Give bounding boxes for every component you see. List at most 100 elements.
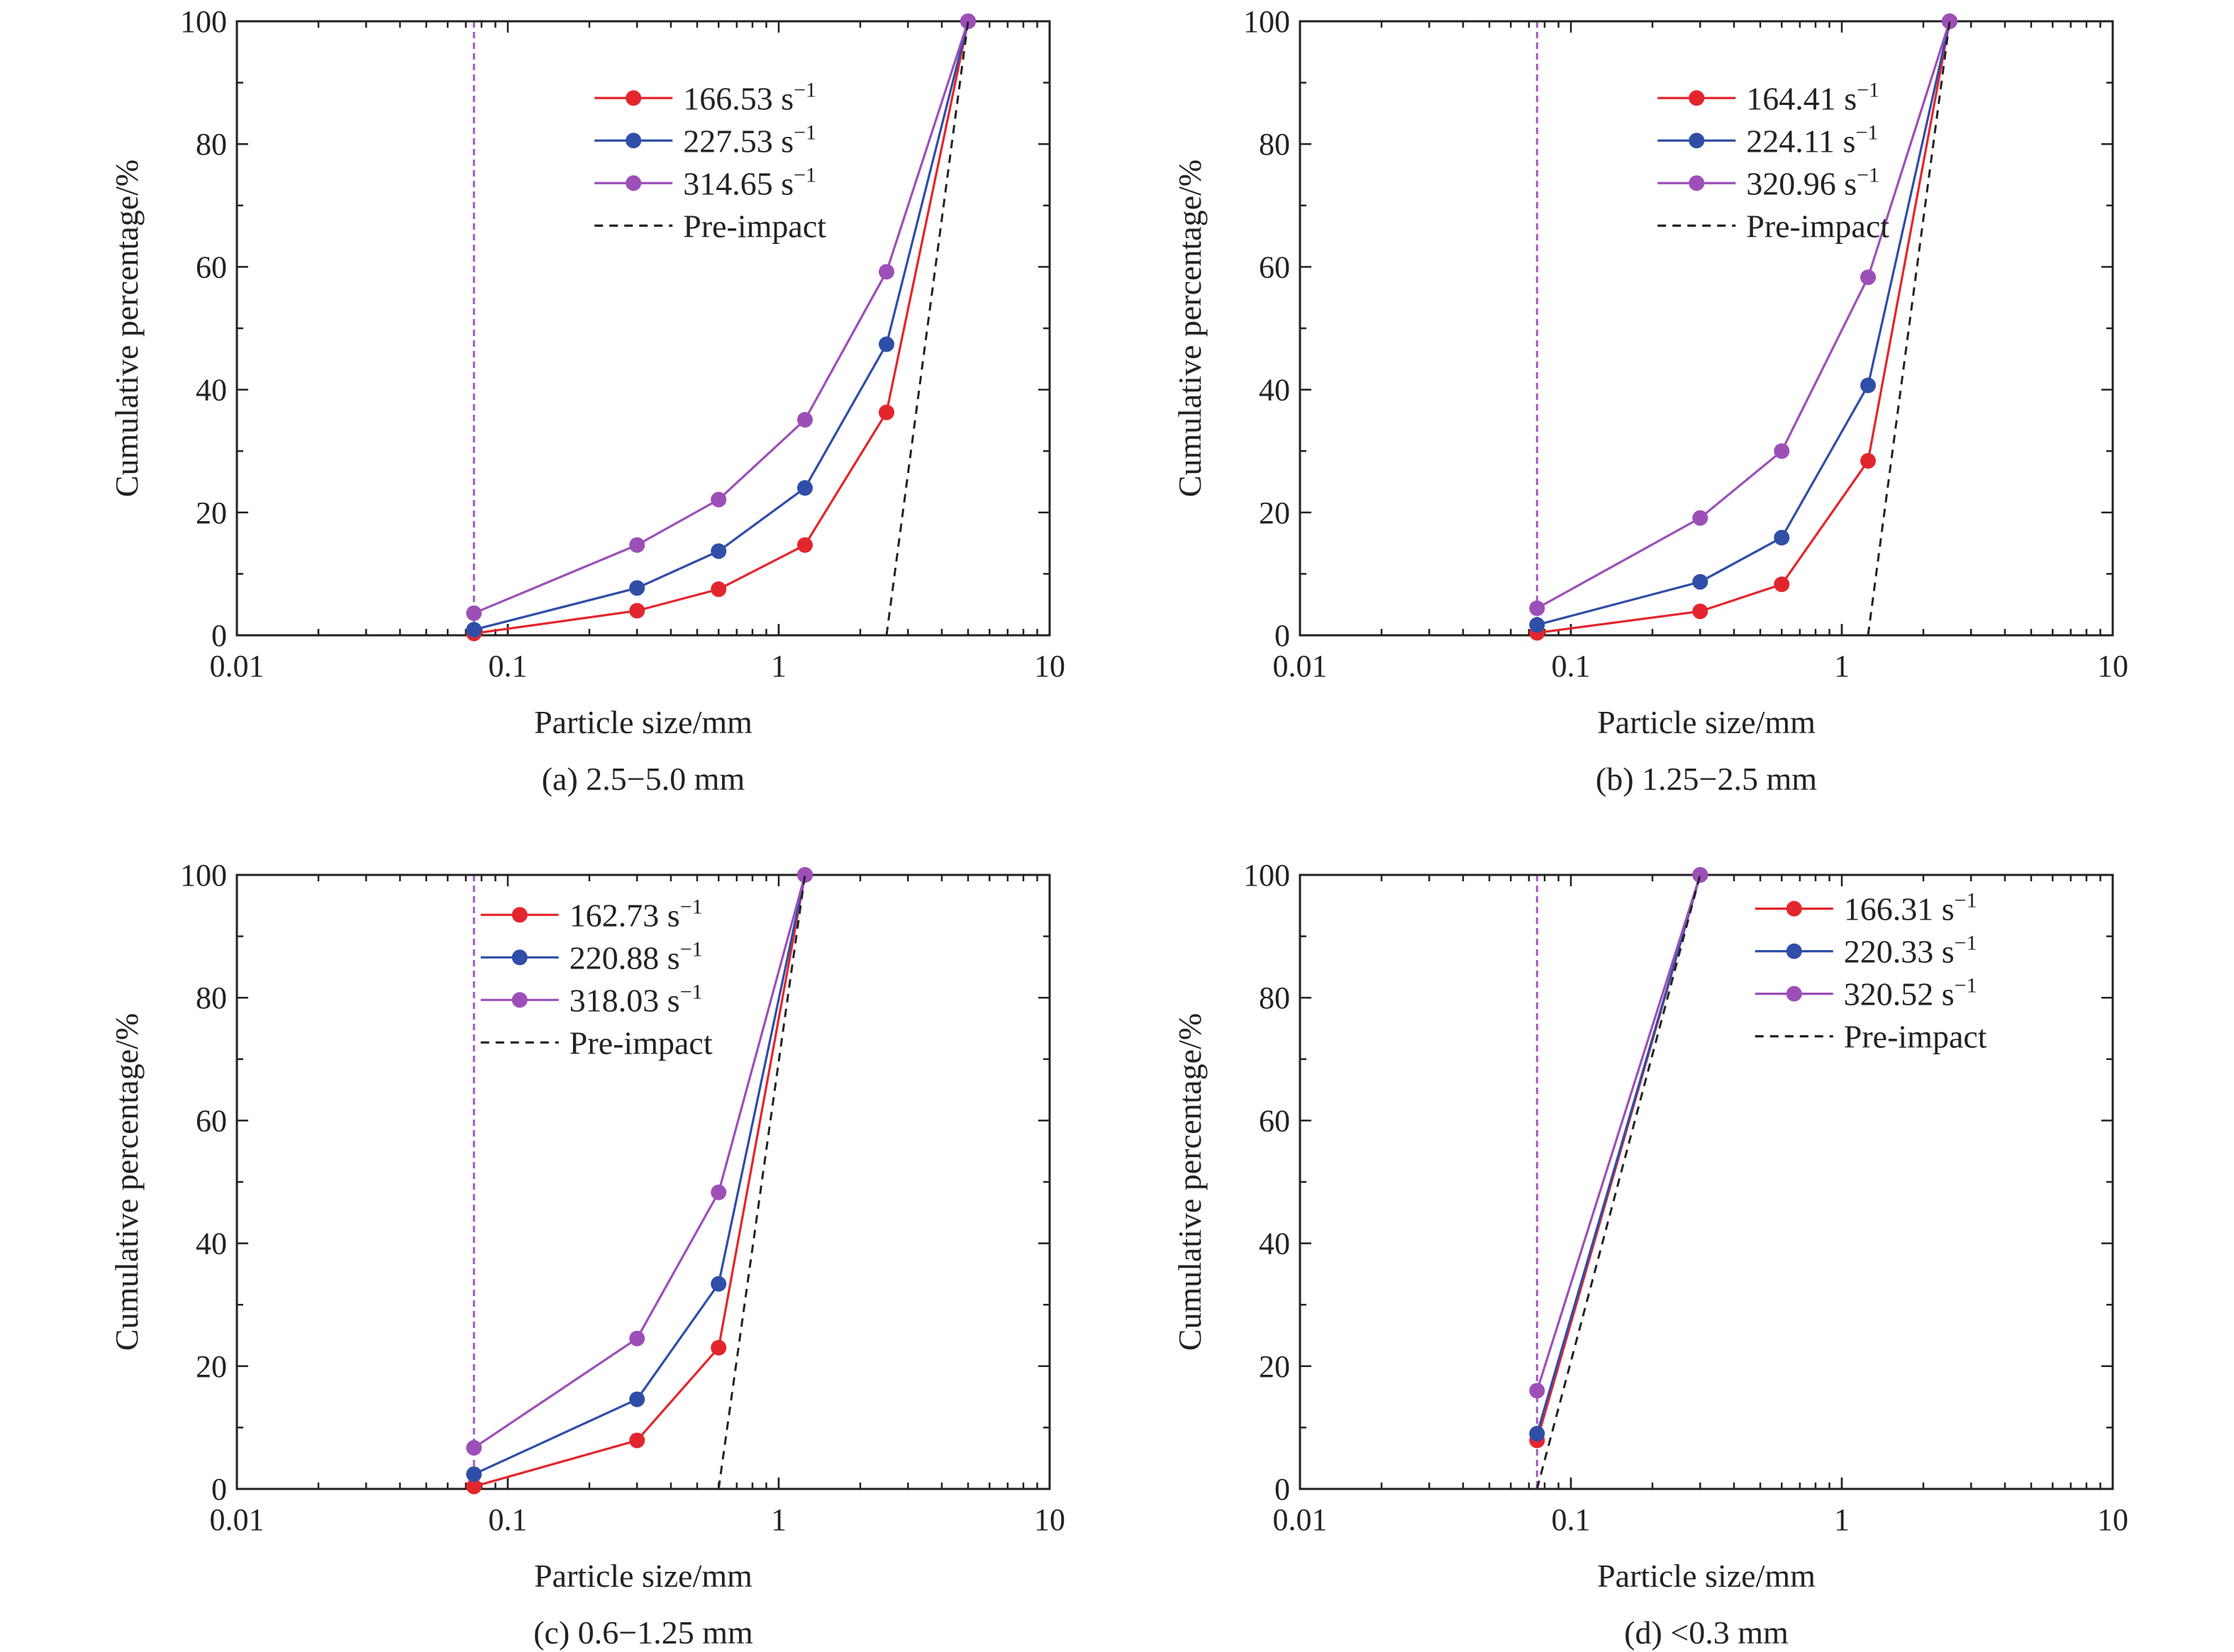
series-2	[466, 867, 813, 1456]
y-axis-title: Cumulative percentage/%	[1172, 1013, 1208, 1351]
x-tick-label: 0.1	[489, 1502, 528, 1537]
preimpact-line	[717, 874, 806, 1490]
legend-unit-exponent: −1	[1955, 889, 1977, 912]
y-tick-label: 40	[1259, 1227, 1290, 1261]
data-point	[711, 1339, 727, 1356]
legend-label-text: Pre-impact	[1844, 1019, 1987, 1055]
legend-marker	[1689, 133, 1705, 149]
legend-label-text: 224.11 s	[1746, 123, 1855, 159]
x-axis-title: Particle size/mm	[1597, 704, 1816, 740]
legend-label: Pre-impact	[683, 208, 826, 244]
series-line	[1536, 21, 1951, 610]
series-0	[1529, 13, 1958, 641]
legend-marker	[626, 133, 642, 149]
x-tick-label: 1	[1834, 649, 1850, 683]
y-axis-title: Cumulative percentage/%	[109, 1013, 145, 1351]
data-point	[1692, 574, 1708, 590]
legend-label: 164.41 s−1	[1746, 78, 1879, 116]
legend-unit-exponent: −1	[1857, 163, 1879, 186]
data-point	[879, 404, 895, 420]
y-tick-label: 100	[1243, 858, 1290, 893]
x-axis-title: Particle size/mm	[1597, 1558, 1816, 1594]
y-tick-label: 80	[1259, 127, 1290, 162]
legend-label-text: 318.03 s	[569, 982, 680, 1018]
y-tick-label: 100	[1243, 4, 1290, 39]
legend-label-text: Pre-impact	[1746, 208, 1889, 244]
data-point	[1692, 867, 1708, 883]
y-tick-label: 0	[211, 1472, 227, 1507]
data-point	[1860, 453, 1877, 469]
legend-marker	[1786, 943, 1802, 959]
legend-unit-exponent: −1	[1955, 932, 1977, 955]
x-tick-label: 10	[1034, 1502, 1065, 1537]
legend-marker	[1689, 90, 1705, 106]
data-point	[711, 1276, 727, 1292]
data-point	[711, 491, 727, 508]
series-1	[1529, 867, 1708, 1442]
legend-label: 318.03 s−1	[569, 980, 703, 1018]
series-line	[473, 874, 806, 1449]
legend-label-text: 227.53 s	[683, 123, 794, 159]
series-line	[473, 874, 806, 1475]
x-tick-label: 1	[771, 1502, 787, 1537]
data-point	[711, 1184, 727, 1200]
series-2	[1529, 867, 1708, 1399]
data-point	[466, 605, 482, 621]
preimpact-line	[885, 21, 969, 636]
series-2	[466, 13, 977, 621]
data-point	[960, 13, 977, 29]
y-axis-title: Cumulative percentage/%	[109, 160, 145, 497]
y-tick-label: 20	[196, 1349, 227, 1384]
y-tick-label: 20	[1259, 1349, 1290, 1384]
x-tick-label: 0.1	[1552, 1502, 1591, 1537]
data-point	[629, 1330, 645, 1346]
legend-label: 166.53 s−1	[683, 78, 816, 116]
legend-unit-exponent: −1	[1857, 78, 1879, 101]
preimpact-line	[1535, 874, 1701, 1490]
legend-marker	[626, 90, 642, 106]
plot-frame	[1299, 20, 2114, 637]
legend-marker	[511, 907, 528, 923]
legend-label: 227.53 s−1	[683, 121, 816, 159]
legend-unit-exponent: −1	[680, 937, 703, 961]
legend-label-text: 164.41 s	[1746, 80, 1857, 116]
panel-caption: (c) 0.6−1.25 mm	[533, 1614, 753, 1651]
data-point	[1774, 576, 1790, 593]
legend-label-text: 166.53 s	[683, 80, 794, 116]
y-tick-label: 40	[1259, 373, 1290, 408]
y-tick-label: 40	[196, 373, 227, 408]
x-tick-label: 0.01	[1273, 649, 1328, 683]
y-tick-label: 60	[196, 1103, 227, 1138]
data-point	[466, 1439, 482, 1456]
data-point	[1774, 443, 1790, 459]
panel-caption: (b) 1.25−2.5 mm	[1596, 761, 1817, 797]
data-point	[879, 264, 895, 280]
data-point	[466, 1466, 482, 1483]
data-point	[1529, 1426, 1545, 1442]
legend-marker	[511, 949, 528, 966]
legend-label: 224.11 s−1	[1746, 121, 1878, 159]
series-line	[473, 21, 969, 631]
legend-label: Pre-impact	[1844, 1019, 1987, 1055]
legend-marker	[1689, 175, 1705, 191]
y-tick-label: 20	[196, 496, 227, 530]
x-tick-label: 0.1	[489, 649, 528, 683]
series-line	[1536, 21, 1951, 626]
x-tick-label: 0.01	[1273, 1502, 1328, 1537]
legend-unit-exponent: −1	[1855, 121, 1878, 144]
data-point	[1529, 617, 1545, 633]
series-line	[473, 874, 806, 1488]
data-point	[797, 412, 813, 428]
y-tick-label: 0	[1274, 618, 1290, 653]
data-point	[711, 581, 727, 598]
data-point	[797, 867, 813, 883]
y-tick-label: 20	[1259, 496, 1290, 530]
y-tick-label: 80	[1259, 981, 1290, 1015]
legend-marker	[1786, 900, 1802, 917]
data-point	[629, 580, 645, 596]
data-point	[797, 480, 813, 496]
x-tick-label: 10	[2097, 1502, 2128, 1537]
